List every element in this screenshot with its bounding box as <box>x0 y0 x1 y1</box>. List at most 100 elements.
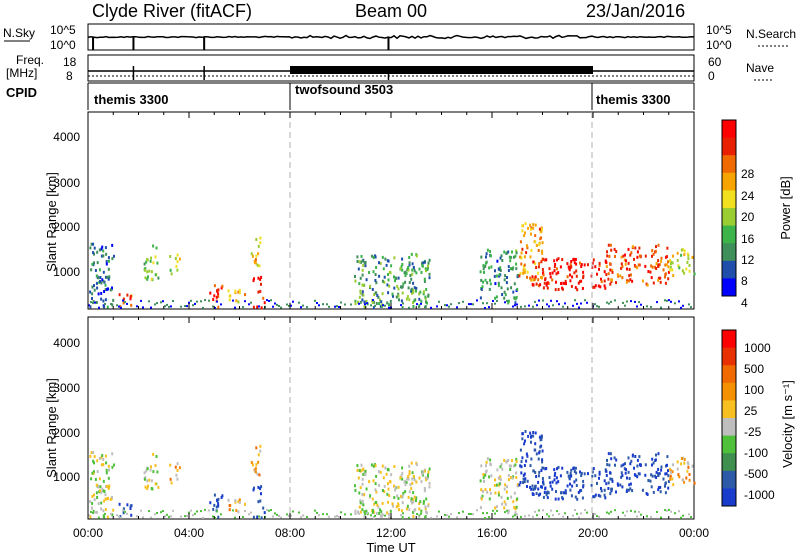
power-cell <box>500 286 503 290</box>
power-cell <box>184 305 186 308</box>
power-cell <box>204 299 206 302</box>
velocity-cell <box>620 475 623 479</box>
power-cell <box>586 301 588 304</box>
velocity-cell <box>411 481 414 485</box>
nsearch-tick-top: 10^5 <box>706 23 732 37</box>
power-cell <box>516 303 518 306</box>
freq-tick-bottom: 8 <box>66 69 73 83</box>
power-cell <box>266 299 268 302</box>
velocity-cell <box>503 487 506 491</box>
velocity-cell <box>257 500 260 504</box>
velocity-cell <box>91 471 94 475</box>
velocity-cell <box>216 510 218 513</box>
power-cell <box>255 254 258 258</box>
velocity-cell <box>372 464 375 468</box>
velocity-cell <box>357 510 359 514</box>
velocity-cell <box>539 445 542 449</box>
power-cell <box>391 292 394 296</box>
power-cell <box>237 290 240 294</box>
velocity-cell <box>582 479 585 483</box>
velocity-cell <box>537 474 540 478</box>
power-cell <box>489 278 491 282</box>
power-cell <box>365 299 368 303</box>
power-cell <box>388 303 390 307</box>
power-cell <box>298 301 300 304</box>
velocity-cell <box>506 485 508 489</box>
velocity-cell <box>559 474 562 478</box>
velocity-cell <box>691 464 694 468</box>
velocity-cell <box>255 463 258 467</box>
power-cell <box>398 298 400 302</box>
power-cell <box>408 256 411 259</box>
velocity-cell <box>389 509 392 513</box>
velocity-cell <box>420 480 423 484</box>
velocity-cell <box>361 499 364 503</box>
power-cell <box>402 302 404 305</box>
power-ytick-3000: 3000 <box>53 176 80 190</box>
velocity-cell <box>523 442 526 446</box>
power-cell <box>389 299 392 303</box>
power-cell <box>476 299 478 302</box>
velocity-cell <box>401 477 404 481</box>
velocity-cell <box>558 513 560 516</box>
power-cell <box>118 293 121 297</box>
power-cell <box>96 261 99 265</box>
power-cell <box>651 249 654 253</box>
velocity-cell <box>423 469 426 473</box>
power-cell <box>202 306 204 309</box>
colorbar-swatch <box>722 278 736 297</box>
power-cell <box>340 301 342 304</box>
power-cell <box>411 262 414 266</box>
power-cell <box>636 266 639 270</box>
power-cell <box>551 278 554 282</box>
power-cell <box>109 288 112 292</box>
power-cell <box>574 299 576 302</box>
velocity-cell <box>97 485 100 489</box>
velocity-cell <box>386 511 389 515</box>
power-cell <box>425 288 428 291</box>
power-cell <box>252 305 255 309</box>
velocity-cell <box>534 448 537 452</box>
power-cell <box>154 255 157 259</box>
velocity-cell <box>660 465 663 469</box>
velocity-cell <box>374 488 377 492</box>
power-cell <box>410 277 413 281</box>
velocity-cell <box>118 515 120 518</box>
velocity-cell <box>494 512 496 515</box>
power-cell <box>688 269 691 273</box>
velocity-cell <box>524 515 526 518</box>
power-cell <box>628 268 631 271</box>
velocity-cell <box>92 451 95 455</box>
velocity-cell <box>400 474 403 478</box>
power-cell <box>572 258 575 262</box>
power-cell <box>411 268 414 272</box>
power-cell <box>263 301 266 305</box>
power-cell <box>667 260 669 264</box>
velocity-cell <box>596 515 598 518</box>
power-cell <box>572 304 574 307</box>
power-cell <box>614 255 616 258</box>
power-cell <box>407 266 410 270</box>
power-cell <box>91 292 94 296</box>
power-cell <box>92 302 94 305</box>
power-cell <box>520 251 523 255</box>
power-cell <box>480 287 483 291</box>
power-cell <box>599 285 602 289</box>
velocity-cell <box>362 503 365 507</box>
power-colorbar: 28 24 20 16 12 8 4 Power [dB] <box>721 119 793 310</box>
power-cell <box>446 304 448 307</box>
power-cell <box>641 279 644 283</box>
velocity-cell <box>579 489 581 493</box>
power-cell <box>192 304 194 307</box>
velocity-cell <box>96 496 99 499</box>
power-cell <box>495 274 498 278</box>
velocity-cell <box>631 453 634 457</box>
power-cell <box>657 264 660 268</box>
power-cell <box>361 268 364 272</box>
power-cell <box>95 274 98 278</box>
velocity-cell <box>546 490 549 494</box>
velocity-cell <box>482 476 485 480</box>
power-cell <box>548 305 550 308</box>
velocity-cell <box>485 464 487 468</box>
